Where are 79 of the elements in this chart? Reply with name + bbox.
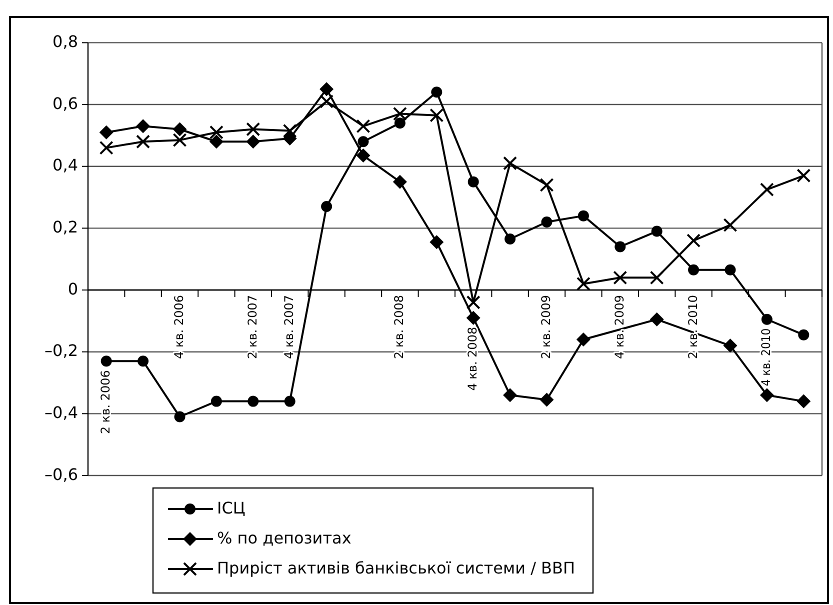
point — [540, 392, 554, 407]
x-tick-label: 2 кв. 2006 — [98, 370, 113, 434]
point — [576, 332, 590, 346]
point — [172, 133, 187, 148]
point — [760, 182, 774, 197]
point — [356, 119, 370, 134]
point — [284, 396, 296, 407]
point — [798, 329, 810, 340]
point — [613, 270, 628, 285]
point — [650, 270, 664, 285]
y-tick-label: 0 — [68, 279, 78, 298]
point — [540, 178, 554, 192]
point — [210, 396, 222, 407]
point — [99, 125, 114, 140]
point — [796, 394, 811, 408]
x-tick-label: 4 кв. 2008 — [466, 326, 480, 391]
point — [136, 134, 150, 149]
x-tick-label: 4 кв. 2006 — [172, 295, 186, 359]
point — [651, 226, 662, 237]
point — [760, 388, 774, 402]
y-tick-label: 0,6 — [52, 94, 78, 113]
point — [503, 388, 518, 402]
x-tick-label: 4 кв. 2010 — [759, 322, 774, 386]
y-tick-label: –0,4 — [44, 403, 78, 422]
y-tick-label: 0,8 — [52, 32, 78, 52]
point — [796, 168, 811, 183]
point — [723, 338, 738, 353]
point — [723, 218, 738, 232]
point — [172, 122, 187, 136]
point — [761, 314, 772, 325]
point — [688, 264, 700, 276]
point — [209, 125, 224, 140]
point — [100, 356, 112, 367]
point — [356, 148, 370, 163]
legend-label: ІСЦ — [217, 498, 246, 518]
legend-label: Приріст активів банківської системи / ВВП — [217, 558, 576, 578]
point — [321, 201, 332, 212]
point — [576, 276, 590, 291]
point — [248, 396, 259, 407]
y-tick-label: –0,2 — [44, 341, 78, 360]
point — [209, 134, 224, 149]
x-tick-label: 2 кв. 2007 — [245, 295, 260, 359]
legend-label: % по депозитах — [217, 528, 352, 548]
point — [430, 235, 444, 250]
point — [246, 134, 260, 149]
point — [724, 264, 736, 276]
point — [138, 356, 149, 367]
point — [320, 82, 334, 96]
point — [686, 234, 701, 248]
x-tick-label: 2 кв. 2008 — [392, 295, 406, 359]
x-tick-label: 2 кв. 2009 — [539, 295, 554, 359]
point — [578, 210, 589, 222]
x-tick-label: 4 кв. 2007 — [282, 295, 296, 359]
point — [468, 176, 479, 188]
point — [541, 216, 552, 228]
point — [392, 174, 407, 189]
point — [282, 124, 297, 138]
x-tick-label: 4 кв. 2009 — [612, 295, 626, 359]
point — [358, 136, 369, 148]
point — [614, 241, 626, 252]
point — [136, 119, 150, 134]
point — [320, 94, 334, 108]
point — [282, 132, 297, 146]
point — [394, 118, 406, 129]
point — [466, 295, 480, 310]
y-tick-label: 0,4 — [52, 156, 78, 175]
point — [246, 122, 260, 136]
point — [504, 234, 516, 245]
point — [650, 312, 664, 326]
point — [99, 140, 114, 155]
y-tick-label: –0,6 — [44, 464, 78, 484]
point — [503, 156, 518, 170]
point — [392, 106, 407, 121]
point — [431, 86, 442, 98]
x-tick-label: 2 кв. 2010 — [686, 295, 700, 359]
y-tick-label: 0,2 — [52, 218, 78, 237]
point — [430, 108, 444, 122]
point — [466, 310, 480, 325]
point — [174, 411, 186, 422]
